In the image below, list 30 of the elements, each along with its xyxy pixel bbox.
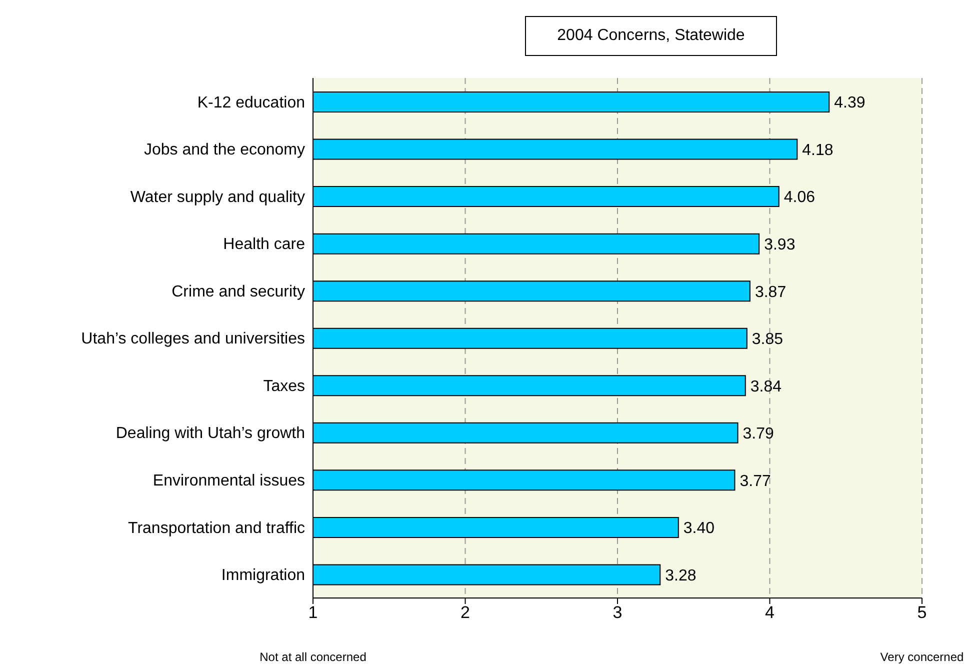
- y-tick-label: Water supply and quality: [130, 188, 305, 206]
- y-tick-label: Crime and security: [172, 283, 305, 300]
- x-tick-label: 5: [917, 603, 927, 622]
- x-tick-label: 4: [765, 603, 774, 622]
- x-tick-label: 1: [308, 603, 318, 622]
- data-label: 3.85: [752, 331, 784, 348]
- data-label: 4.39: [834, 94, 866, 112]
- x-tick-label: 2: [460, 603, 470, 622]
- x-tick-label: 3: [612, 603, 622, 622]
- y-tick-label: Transportation and traffic: [128, 520, 305, 537]
- data-label: 3.79: [742, 426, 774, 443]
- data-label: 3.28: [665, 567, 696, 584]
- y-tick-label: Jobs and the economy: [144, 142, 305, 159]
- data-label: 4.18: [802, 142, 834, 159]
- y-tick-label: K-12 education: [197, 94, 305, 112]
- y-tick-label: Immigration: [221, 567, 305, 584]
- y-tick-label: Health care: [223, 236, 306, 254]
- y-tick-label: Taxes: [263, 378, 305, 395]
- data-label: 3.87: [754, 284, 786, 301]
- text: Not at all concerned: [260, 650, 366, 664]
- y-tick-label: Dealing with Utah’s growth: [116, 425, 305, 442]
- y-tick-label: Environmental issues: [152, 472, 305, 490]
- data-label: 3.84: [750, 378, 782, 396]
- text: Very concerned: [880, 650, 964, 664]
- chart-title: 2004 Concerns, Statewide: [525, 16, 777, 56]
- data-label: 3.93: [764, 236, 796, 254]
- data-label: 3.40: [683, 520, 715, 538]
- y-tick-label: Utah’s colleges and universities: [81, 330, 305, 348]
- data-label: 4.06: [784, 189, 816, 206]
- data-label: 3.77: [740, 472, 771, 490]
